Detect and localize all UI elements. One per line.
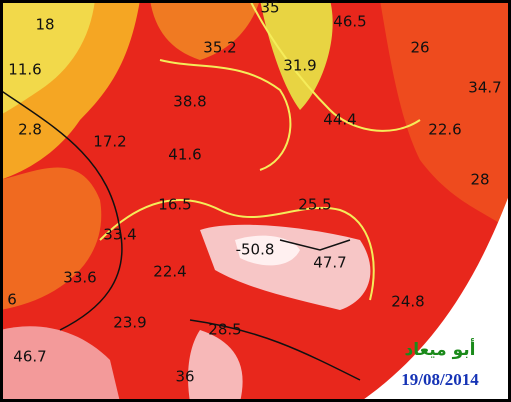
orange-zone xyxy=(0,167,102,310)
yellow-zone xyxy=(0,0,95,115)
value-label: 24.8 xyxy=(391,293,424,311)
value-label: 16.5 xyxy=(158,196,191,214)
value-label: 11.6 xyxy=(8,61,41,79)
value-label: 31.9 xyxy=(283,57,316,75)
value-label: 28 xyxy=(470,171,489,189)
value-label: 18 xyxy=(35,16,54,34)
value-label: 22.6 xyxy=(428,121,461,139)
contour xyxy=(249,0,421,132)
value-label: 6 xyxy=(7,291,17,309)
value-label: -50.8 xyxy=(236,241,275,259)
value-label: 25.5 xyxy=(298,196,331,214)
value-label: 22.4 xyxy=(153,263,186,281)
value-label: 47.7 xyxy=(313,254,346,272)
value-label: 26 xyxy=(410,39,429,57)
contour xyxy=(99,199,375,301)
value-label: 46.5 xyxy=(333,13,366,31)
orange-zone xyxy=(150,0,260,60)
value-label: 46.7 xyxy=(13,348,46,366)
border-line xyxy=(279,239,351,251)
value-label: 17.2 xyxy=(93,133,126,151)
map-edge xyxy=(360,190,511,402)
hottest-zone xyxy=(235,235,300,266)
value-label: 44.4 xyxy=(323,111,356,129)
hot-zone xyxy=(188,330,243,402)
value-label: 23.9 xyxy=(113,314,146,332)
value-label: 38.8 xyxy=(173,93,206,111)
value-label: 2.8 xyxy=(18,121,42,139)
value-label: 35 xyxy=(260,0,279,17)
date: 19/08/2014 xyxy=(401,370,479,389)
value-label: 28.5 xyxy=(208,321,241,339)
value-label: 35.2 xyxy=(203,39,236,57)
value-label: 33.6 xyxy=(63,269,96,287)
value-label: 34.7 xyxy=(468,79,501,97)
yellow-zone xyxy=(260,0,333,110)
hot-zone xyxy=(0,326,120,402)
value-label: 36 xyxy=(175,368,194,386)
value-label: 41.6 xyxy=(168,146,201,164)
red-orange-zone xyxy=(380,0,511,230)
value-label: 33.4 xyxy=(103,226,136,244)
border-line xyxy=(189,319,361,381)
contour xyxy=(159,59,292,171)
coastline xyxy=(0,89,123,331)
signature: أبو ميعاد xyxy=(405,338,476,360)
